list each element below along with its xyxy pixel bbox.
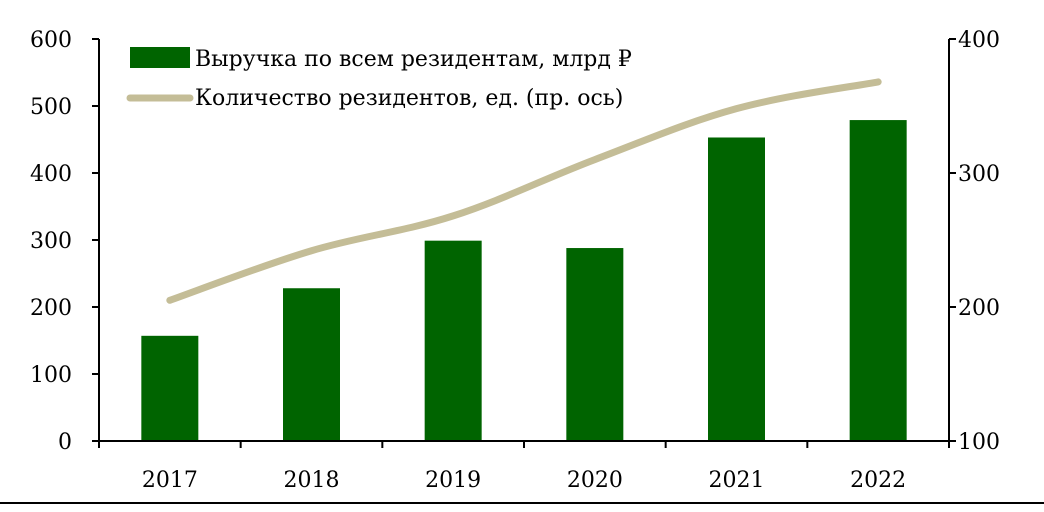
bar-2021 bbox=[708, 137, 765, 442]
bar-2019 bbox=[424, 240, 482, 441]
x-tick-label: 2021 bbox=[709, 468, 765, 493]
left-tick-label: 600 bbox=[30, 28, 72, 53]
bar-2017 bbox=[141, 335, 199, 441]
x-tick-label: 2018 bbox=[284, 468, 340, 493]
legend: Выручка по всем резидентам, млрд ₽ Колич… bbox=[126, 47, 632, 111]
left-tick-label: 400 bbox=[30, 162, 72, 187]
axes-layer bbox=[92, 38, 956, 448]
bars-layer bbox=[141, 120, 907, 442]
right-tick-label: 300 bbox=[958, 162, 1000, 187]
bar-2020 bbox=[566, 248, 624, 441]
left-tick-label: 100 bbox=[30, 363, 72, 388]
x-tick-label: 2019 bbox=[425, 468, 481, 493]
x-tick-label: 2020 bbox=[567, 468, 623, 493]
ticks-layer: 0 100 200 300 400 500 600 100 200 300 400 2017 2018 2… bbox=[30, 28, 1000, 493]
left-tick-label: 300 bbox=[30, 229, 72, 254]
series-line-residents bbox=[166, 78, 882, 304]
left-tick-label: 500 bbox=[30, 95, 72, 120]
right-tick-label: 100 bbox=[958, 430, 1000, 455]
legend-line-label: Количество резидентов, ед. (пр. ось) bbox=[195, 86, 623, 111]
x-tick-label: 2022 bbox=[850, 468, 906, 493]
bar-2018 bbox=[283, 288, 340, 441]
right-tick-label: 400 bbox=[958, 28, 1000, 53]
legend-bar-swatch bbox=[130, 47, 190, 68]
x-tick-label: 2017 bbox=[142, 468, 198, 493]
left-tick-label: 0 bbox=[58, 430, 72, 455]
legend-bar-label: Выручка по всем резидентам, млрд ₽ bbox=[195, 47, 632, 72]
line-layer bbox=[166, 78, 882, 304]
right-tick-label: 200 bbox=[958, 296, 1000, 321]
left-tick-label: 200 bbox=[30, 296, 72, 321]
bar-2022 bbox=[849, 120, 907, 441]
